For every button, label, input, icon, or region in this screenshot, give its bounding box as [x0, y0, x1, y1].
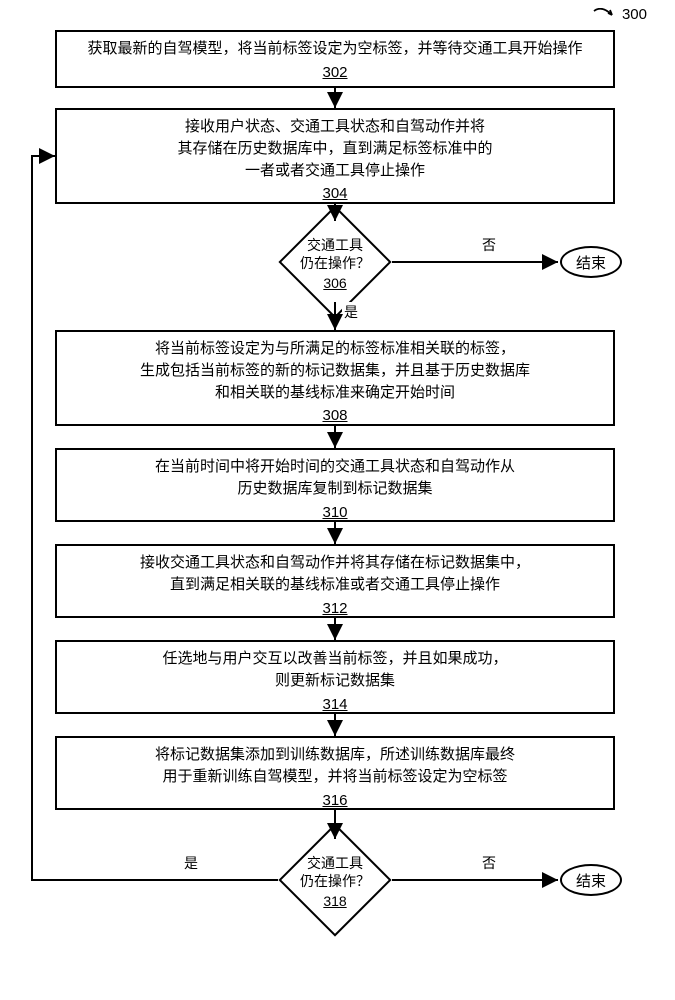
step-302: 获取最新的自驾模型，将当前标签设定为空标签，并等待交通工具开始操作302: [55, 30, 615, 88]
label-306-no: 否: [480, 235, 498, 255]
figure-ref: 300: [592, 6, 647, 23]
step-316: 将标记数据集添加到训练数据库，所述训练数据库最终用于重新训练自驾模型，并将当前标…: [55, 736, 615, 810]
flowchart-canvas: 300 获取最新的自驾模型，将当前标签设定为空标签，并等待交通工具开始操作302…: [0, 0, 675, 1000]
label-318-yes: 是: [182, 853, 200, 873]
end-318: 结束: [560, 864, 622, 896]
label-318-no: 否: [480, 853, 498, 873]
step-314: 任选地与用户交互以改善当前标签，并且如果成功，则更新标记数据集314: [55, 640, 615, 714]
step-304: 接收用户状态、交通工具状态和自驾动作并将其存储在历史数据库中，直到满足标签标准中…: [55, 108, 615, 204]
step-310: 在当前时间中将开始时间的交通工具状态和自驾动作从历史数据库复制到标记数据集310: [55, 448, 615, 522]
decision-318: [278, 823, 391, 936]
step-312: 接收交通工具状态和自驾动作并将其存储在标记数据集中，直到满足相关联的基线标准或者…: [55, 544, 615, 618]
end-306: 结束: [560, 246, 622, 278]
step-308: 将当前标签设定为与所满足的标签标准相关联的标签，生成包括当前标签的新的标记数据集…: [55, 330, 615, 426]
label-306-yes: 是: [342, 302, 360, 322]
decision-306: [278, 205, 391, 318]
